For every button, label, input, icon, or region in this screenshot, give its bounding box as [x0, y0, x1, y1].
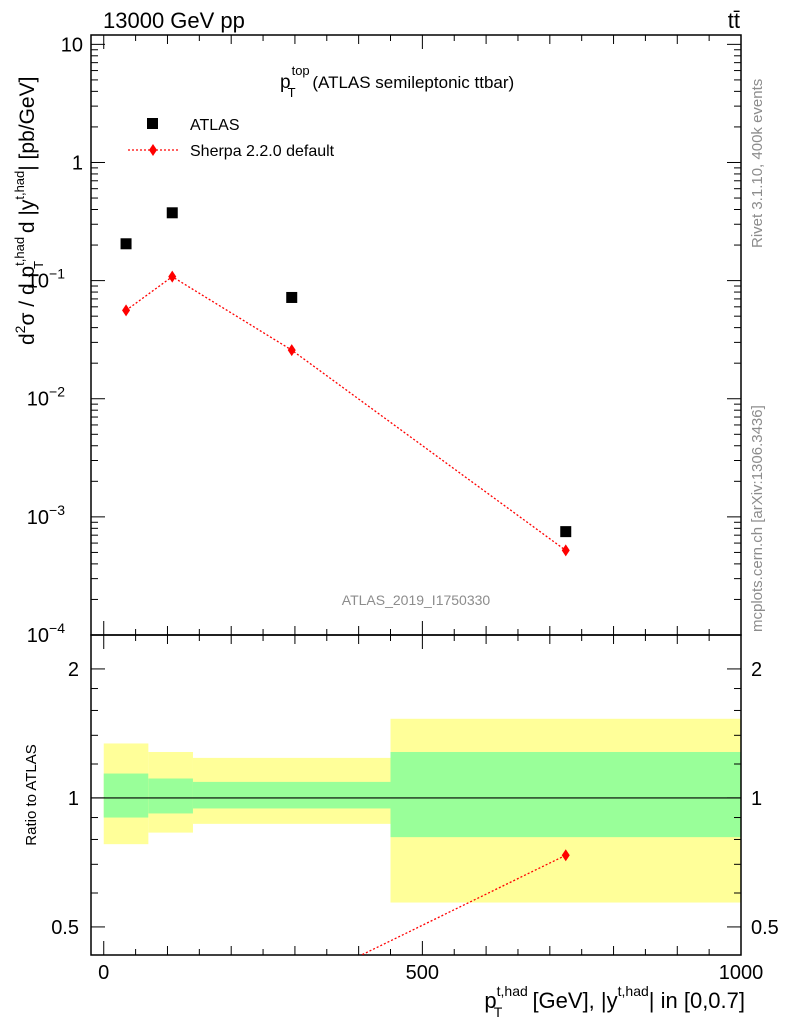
rivet-label: Rivet 3.1.10, 400k events [749, 79, 766, 248]
ratio-ytick-right-2: 2 [751, 659, 762, 681]
band-inner-2 [192, 781, 391, 809]
header-left: 13000 GeV pp [103, 8, 245, 33]
x-tick-labels: 0 500 1000 [98, 962, 763, 984]
x-axis-label: pt,had T [GeV], |yt,had| in [0,0.7] [484, 983, 745, 1020]
sherpa-line [125, 275, 567, 551]
band-inner-3 [390, 751, 741, 838]
ratio-sherpa-point [561, 849, 570, 862]
ytick-label-1: 1 [72, 152, 83, 174]
band-inner-1 [148, 778, 193, 814]
xtick-label-500: 500 [406, 962, 439, 984]
atlas-point [120, 238, 132, 250]
ratio-y-axis-label: Ratio to ATLAS [23, 744, 40, 845]
ratio-x-ticks [103, 635, 742, 955]
main-y-axis-label: d2σ / d pt,had T d |yt,had| [pb/GeV] [12, 77, 46, 345]
ratio-y-tick-labels: 0.5 1 2 0.5 1 2 [51, 659, 779, 939]
ratio-bands [103, 718, 741, 903]
ytick-label-10: 10 [61, 34, 83, 56]
ytick-label-0.0001: 10−4 [27, 620, 65, 647]
ytick-label-0.001: 10−3 [27, 502, 65, 529]
legend: ATLAS Sherpa 2.2.0 default [128, 117, 335, 160]
main-x-ticks [103, 35, 742, 635]
ratio-ytick-right-0.5: 0.5 [751, 917, 779, 939]
legend-atlas-label: ATLAS [190, 117, 240, 134]
xtick-label-1000: 1000 [719, 962, 764, 984]
atlas-point [560, 526, 572, 538]
ratio-panel-frame [90, 634, 742, 956]
legend-atlas-marker [147, 118, 158, 129]
ratio-ytick-left-2: 2 [68, 659, 79, 681]
mcplots-label: mcplots.cern.ch [arXiv:1306.3436] [749, 405, 766, 632]
legend-sherpa-label: Sherpa 2.2.0 default [190, 143, 335, 160]
sherpa-point [122, 304, 131, 317]
analysis-watermark: ATLAS_2019_I1750330 [342, 592, 491, 608]
ratio-sherpa-point [288, 983, 296, 995]
sherpa-point [168, 270, 177, 283]
band-inner-0 [103, 773, 149, 818]
ytick-label-0.1: 10−1 [27, 266, 65, 293]
ratio-ytick-right-1: 1 [751, 788, 762, 810]
ratio-ytick-left-1: 1 [68, 788, 79, 810]
plot-title: ptop T (ATLAS semileptonic ttbar) [280, 63, 514, 100]
ratio-ytick-left-0.5: 0.5 [51, 917, 79, 939]
sherpa-point [561, 544, 570, 557]
ratio-sherpa-line [360, 854, 567, 955]
legend-sherpa-marker [149, 144, 157, 156]
main-y-ticks [91, 43, 741, 636]
atlas-point [286, 291, 298, 303]
sherpa-point [287, 344, 296, 357]
ytick-label-0.01: 10−2 [27, 384, 65, 411]
main-y-tick-labels: 10 1 10−1 10−2 10−3 10−4 [27, 34, 83, 647]
header-right: tt̄ [728, 8, 740, 33]
main-series [120, 207, 572, 557]
xtick-label-0: 0 [98, 962, 109, 984]
atlas-point [166, 207, 178, 219]
ratio-series [288, 849, 570, 995]
main-panel-frame [90, 34, 742, 636]
